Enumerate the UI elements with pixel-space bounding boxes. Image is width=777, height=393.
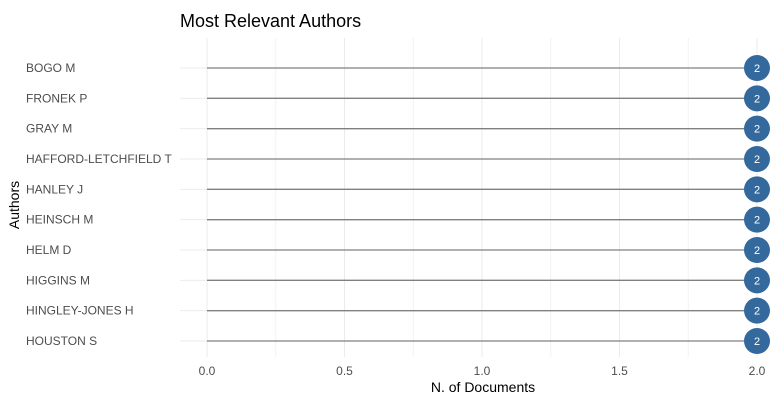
data-label: 2 [754,275,760,287]
lollipop-point [744,206,770,233]
y-tick-labels: BOGO M FRONEK P GRAY M HAFFORD-LETCHFIELD T… [26,61,172,348]
x-axis-title: N. of Documents [431,379,535,393]
x-tick-label: 1.5 [611,364,628,378]
lollipop-point [744,85,770,112]
y-tick-label: HINGLEY-JONES H [26,304,134,318]
data-label: 2 [754,184,760,196]
lollipop-point [744,176,770,203]
lollipop-point [744,297,770,324]
chart-title: Most Relevant Authors [180,11,361,31]
y-tick-label: GRAY M [26,122,72,136]
x-tick-labels: 0.0 0.5 1.0 1.5 2.0 [199,364,766,378]
grid [180,38,770,357]
lollipop-point [744,55,770,81]
lollipop-point [744,115,770,142]
data-label: 2 [754,245,760,257]
x-tick-label: 1.0 [474,364,491,378]
data-label: 2 [754,215,760,227]
data-label: 2 [754,124,760,136]
data-label: 2 [754,154,760,166]
y-tick-label: HIGGINS M [26,273,90,287]
y-tick-label: HEINSCH M [26,213,93,227]
lollipop-point [744,267,770,294]
y-tick-label: HELM D [26,243,72,257]
y-tick-label: HANLEY J [26,182,83,196]
y-tick-label: HAFFORD-LETCHFIELD T [26,152,172,166]
y-tick-label: BOGO M [26,61,75,75]
lollipop-point [744,237,770,263]
data-label: 2 [754,306,760,318]
y-axis-title: Authors [6,181,22,229]
data-label: 2 [754,63,760,75]
y-tick-label: HOUSTON S [26,334,97,348]
y-tick-label: FRONEK P [26,91,87,105]
x-tick-label: 0.0 [199,364,216,378]
x-tick-label: 2.0 [749,364,766,378]
stems [207,67,757,342]
data-label: 2 [754,336,760,348]
points: 2 2 2 2 2 2 2 2 2 2 [744,55,770,354]
x-tick-label: 0.5 [336,364,353,378]
lollipop-point [744,146,770,172]
data-label: 2 [754,93,760,105]
lollipop-point [744,328,770,354]
